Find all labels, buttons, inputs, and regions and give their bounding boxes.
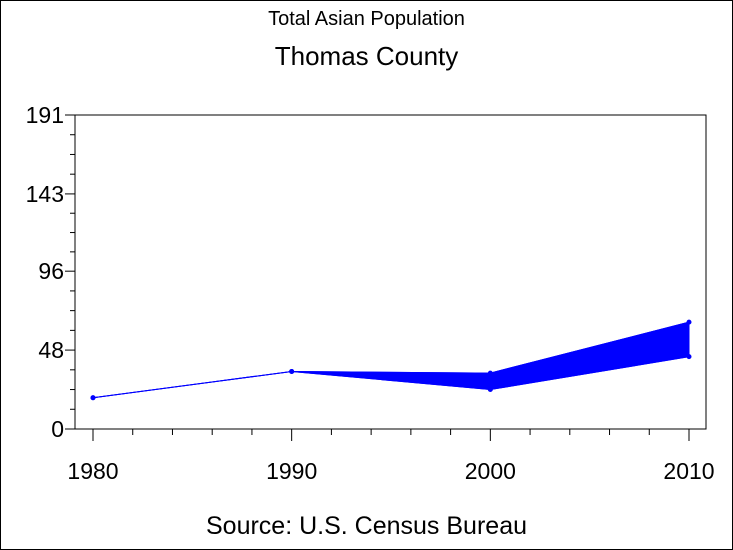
- y-tick-label: 96: [38, 258, 64, 284]
- data-point: [686, 319, 692, 325]
- source-note: Source: U.S. Census Bureau: [206, 512, 527, 540]
- x-tick-label: 2000: [465, 458, 516, 484]
- y-tick-label: 48: [38, 337, 64, 363]
- x-tick-label: 1980: [67, 458, 118, 484]
- y-tick-label: 143: [26, 181, 64, 207]
- chart-subtitle: Thomas County: [274, 41, 459, 71]
- data-point: [90, 395, 96, 401]
- y-tick-label: 191: [26, 102, 64, 128]
- series-line-2: [92, 321, 690, 399]
- data-point: [487, 370, 493, 376]
- data-point: [289, 368, 295, 374]
- y-tick-label: 0: [51, 416, 64, 442]
- plot-area: [74, 114, 707, 430]
- data-point: [487, 387, 493, 393]
- x-tick-label: 1990: [266, 458, 317, 484]
- x-tick-label: 2010: [663, 458, 714, 484]
- chart-title: Total Asian Population: [268, 8, 465, 30]
- data-point: [686, 354, 692, 360]
